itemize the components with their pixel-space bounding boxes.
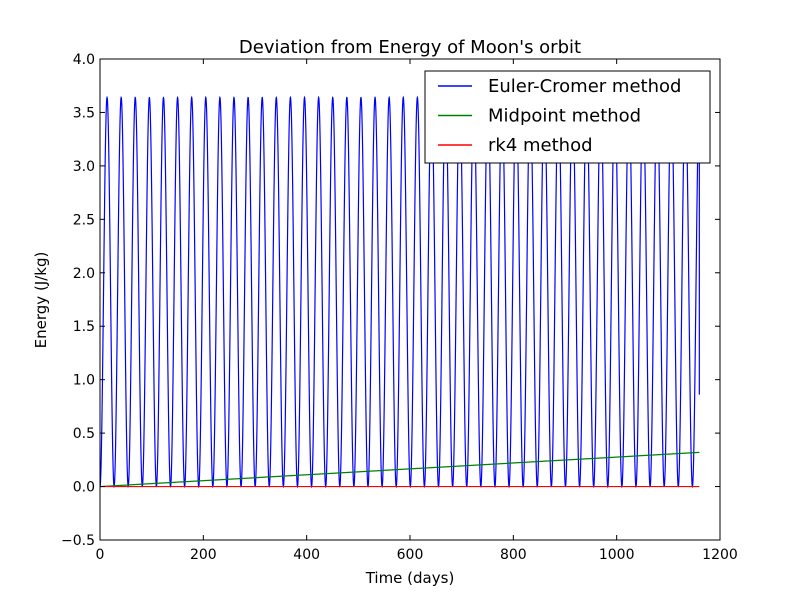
chart-title: Deviation from Energy of Moon's orbit <box>239 37 581 58</box>
x-tick-label: 1200 <box>702 547 738 563</box>
y-axis: −0.5 0.0 0.5 1.0 1.5 2.0 2.5 3.0 3.5 4.0 <box>61 52 720 549</box>
y-tick-label: 4.0 <box>73 52 95 68</box>
legend-entry-label: Euler-Cromer method <box>488 76 681 97</box>
x-tick-label: 400 <box>293 547 320 563</box>
y-tick-label: −0.5 <box>61 533 95 549</box>
x-axis-label: Time (days) <box>365 569 455 587</box>
legend-entry-label: rk4 method <box>488 135 593 156</box>
x-tick-label: 200 <box>190 547 217 563</box>
x-tick-label: 1000 <box>599 547 635 563</box>
y-tick-label: 0.5 <box>73 426 95 442</box>
y-axis-label: Energy (J/kg) <box>32 252 50 349</box>
y-tick-label: 1.0 <box>73 373 95 389</box>
x-axis: 0 200 400 600 800 1000 1200 <box>96 59 738 563</box>
legend-entry-label: Midpoint method <box>488 106 641 127</box>
y-tick-label: 0.0 <box>73 480 95 496</box>
y-tick-label: 1.5 <box>73 319 95 335</box>
legend: Euler-Cromer method Midpoint method rk4 me… <box>424 70 711 164</box>
y-tick-label: 2.0 <box>73 266 95 282</box>
x-tick-label: 600 <box>397 547 424 563</box>
series-line-midpoint-method <box>100 451 700 488</box>
y-tick-label: 2.5 <box>73 212 95 228</box>
legend-box <box>424 70 711 164</box>
y-tick-label: 3.5 <box>73 105 95 121</box>
y-tick-label: 3.0 <box>73 159 95 175</box>
x-tick-label: 0 <box>96 547 105 563</box>
x-tick-label: 800 <box>500 547 527 563</box>
